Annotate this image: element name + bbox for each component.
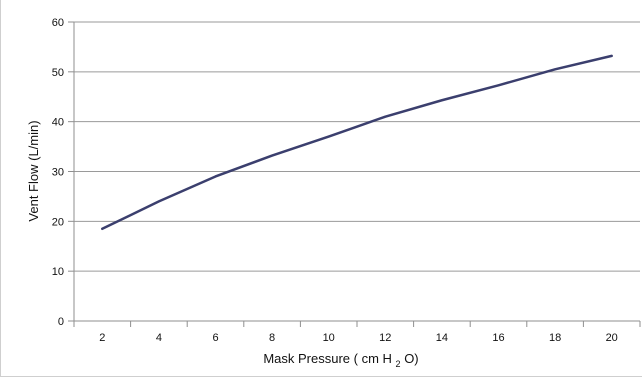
y-tick-label: 50 xyxy=(52,67,64,79)
x-axis-label-subscript: 2 xyxy=(396,359,401,369)
tick-labels: 0 10 20 30 40 50 60 2 4 6 8 10 12 14 16 18 20 xyxy=(52,17,618,344)
series-layer xyxy=(101,54,613,231)
x-tick-label: 6 xyxy=(212,332,218,344)
x-tick-label: 2 xyxy=(99,332,105,344)
y-axis-label: Vent Flow (L/min) xyxy=(26,120,41,221)
x-tick-label: 8 xyxy=(269,332,275,344)
x-axis-label: Mask Pressure ( cm H 2 O) xyxy=(263,351,418,370)
x-tick-label: 10 xyxy=(323,332,335,344)
x-tick-label: 20 xyxy=(606,332,618,344)
x-tick-label: 4 xyxy=(156,332,162,344)
y-tick-label: 40 xyxy=(52,117,64,129)
x-tick-label: 12 xyxy=(379,332,391,344)
x-axis-label-main: Mask Pressure ( cm H xyxy=(263,351,392,366)
y-tick-label: 0 xyxy=(58,316,64,328)
y-tick-label: 20 xyxy=(52,216,64,228)
series-line xyxy=(101,54,613,231)
y-tick-label: 30 xyxy=(52,167,64,179)
x-tick-label: 18 xyxy=(549,332,561,344)
y-tick-label: 10 xyxy=(52,266,64,278)
x-tick-label: 16 xyxy=(492,332,504,344)
axes xyxy=(68,21,641,327)
x-tick-label: 14 xyxy=(436,332,448,344)
y-tick-label: 60 xyxy=(52,17,64,29)
x-axis-label-end: O) xyxy=(404,351,418,366)
grid-lines xyxy=(74,21,640,272)
